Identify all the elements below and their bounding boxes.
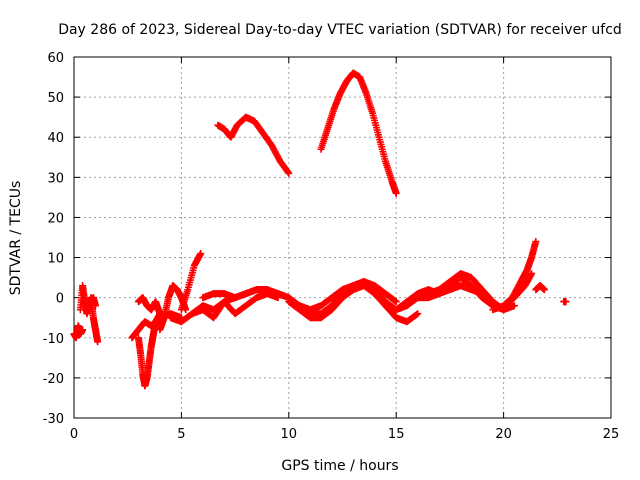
point-marker — [528, 270, 536, 278]
series-arc-late-3 — [414, 282, 486, 302]
y-tick-label: -20 — [43, 372, 64, 387]
y-axis-label: SDTVAR / TECUs — [8, 181, 24, 296]
y-tick-label: 10 — [47, 252, 64, 267]
grid-lines — [74, 57, 611, 418]
series-arc-g — [199, 286, 271, 302]
x-tick-label: 10 — [281, 427, 298, 442]
point-marker — [413, 311, 421, 319]
point-marker — [391, 297, 399, 305]
point-marker — [532, 238, 540, 246]
series-arc-late-5 — [489, 270, 536, 314]
series-arc-late-6 — [532, 282, 548, 294]
x-tick-label: 0 — [70, 427, 78, 442]
point-marker — [285, 169, 293, 177]
series-arc-high-2 — [317, 69, 400, 197]
x-axis-ticks: 0 5 10 15 20 25 — [70, 57, 619, 442]
point-marker — [392, 189, 400, 197]
point-marker — [284, 168, 292, 176]
point-marker — [414, 310, 422, 318]
point-marker — [540, 286, 548, 294]
x-tick-label: 20 — [495, 427, 512, 442]
point-marker — [510, 302, 518, 310]
point-marker — [478, 290, 486, 298]
point-marker — [263, 286, 271, 294]
x-tick-label: 25 — [603, 427, 620, 442]
series-arc-d — [177, 250, 205, 314]
y-tick-label: 40 — [47, 131, 64, 146]
series-arc-dip — [134, 310, 164, 390]
y-tick-label: 20 — [47, 211, 64, 226]
point-marker — [94, 338, 102, 346]
series-arc-mid-3 — [296, 278, 400, 314]
series-arc-high-1 — [214, 113, 293, 177]
y-tick-label: 0 — [56, 292, 64, 307]
point-marker — [91, 302, 99, 310]
plot-frame — [73, 56, 612, 419]
point-marker — [392, 298, 400, 306]
series-arc-last — [560, 298, 570, 306]
y-axis-ticks: -30 -20 -10 0 10 20 30 40 50 60 — [43, 51, 611, 427]
series-arc-b — [134, 294, 164, 318]
chart-title: Day 286 of 2023, Sidereal Day-to-day VTE… — [58, 22, 622, 38]
point-marker — [562, 298, 570, 306]
point-marker — [79, 326, 87, 334]
data-points — [70, 69, 570, 390]
x-tick-label: 15 — [388, 427, 405, 442]
series-arc-early-3 — [87, 294, 99, 310]
x-tick-label: 5 — [177, 427, 185, 442]
y-tick-label: 50 — [47, 91, 64, 106]
y-tick-label: -30 — [43, 412, 64, 427]
series-arc-early-1 — [70, 322, 87, 342]
y-tick-label: 30 — [47, 171, 64, 186]
x-axis-label: GPS time / hours — [281, 458, 398, 474]
point-marker — [197, 250, 205, 258]
series-arc-f — [188, 290, 282, 322]
y-tick-label: 60 — [47, 51, 64, 66]
y-tick-label: -10 — [43, 332, 64, 347]
